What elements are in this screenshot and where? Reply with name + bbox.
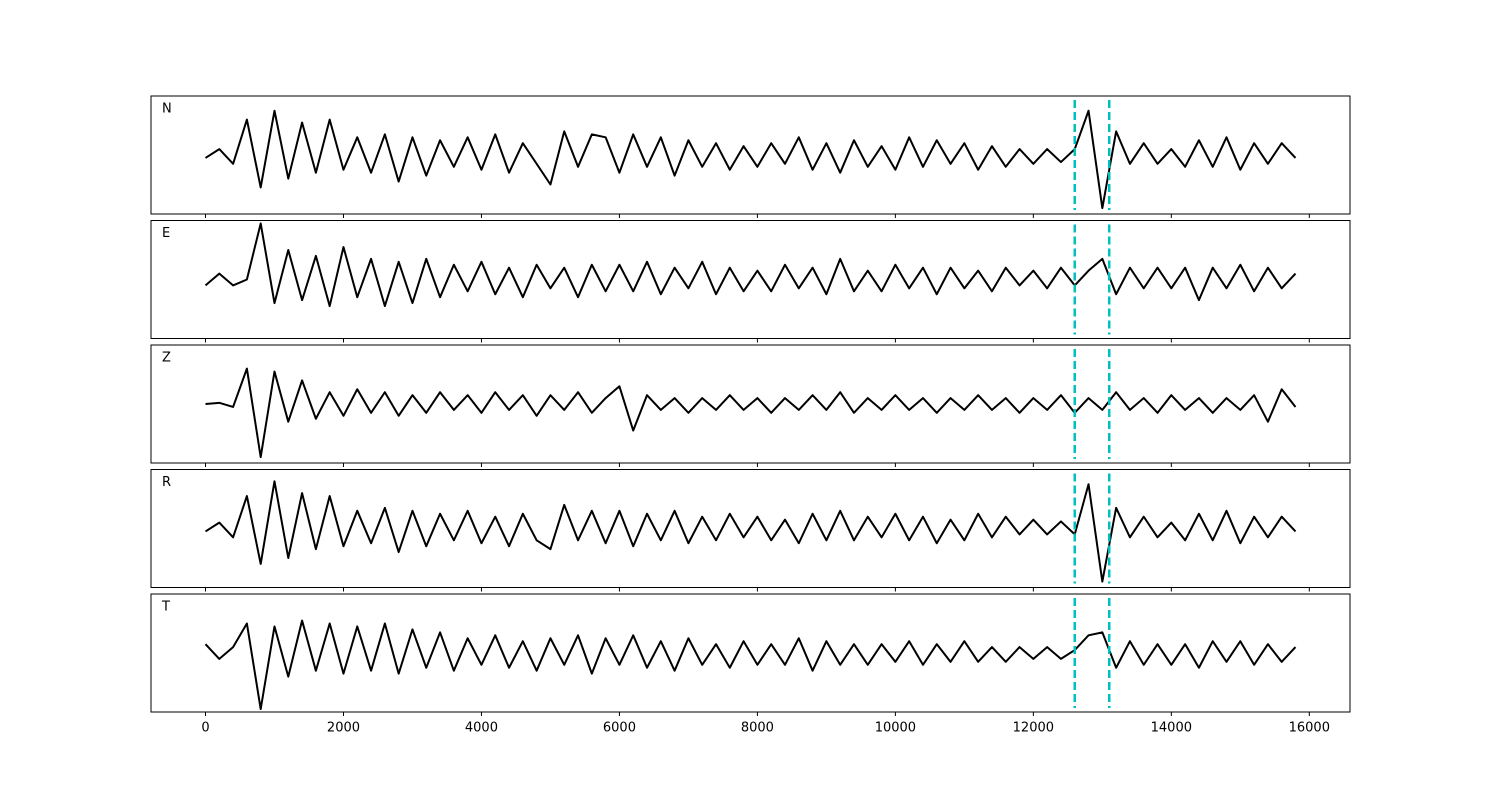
- x-tick-label: 6000: [603, 721, 636, 736]
- waveform: [204, 480, 1297, 583]
- waveform: [205, 367, 1297, 459]
- x-tick-label: 10000: [875, 721, 916, 736]
- panel-frame: [150, 593, 1351, 713]
- waveform: [204, 222, 1297, 308]
- panel-label: R: [162, 475, 171, 490]
- panel-label: T: [161, 600, 170, 615]
- waveform: [204, 109, 1297, 210]
- x-tick-label: 0: [201, 721, 209, 736]
- panel-frame: [150, 95, 1351, 215]
- panel-frame: [150, 220, 1351, 339]
- panel-frame: [150, 469, 1351, 588]
- panel-label: N: [162, 102, 172, 117]
- x-tick-label: 8000: [741, 721, 774, 736]
- panel-label: E: [162, 226, 170, 241]
- waveform: [204, 619, 1297, 711]
- x-tick-label: 12000: [1013, 721, 1054, 736]
- x-tick-label: 16000: [1289, 721, 1330, 736]
- x-tick-label: 2000: [327, 721, 360, 736]
- x-tick-label: 4000: [465, 721, 498, 736]
- panel-frame: [150, 344, 1351, 464]
- panel-label: Z: [162, 351, 171, 366]
- x-tick-label: 14000: [1151, 721, 1192, 736]
